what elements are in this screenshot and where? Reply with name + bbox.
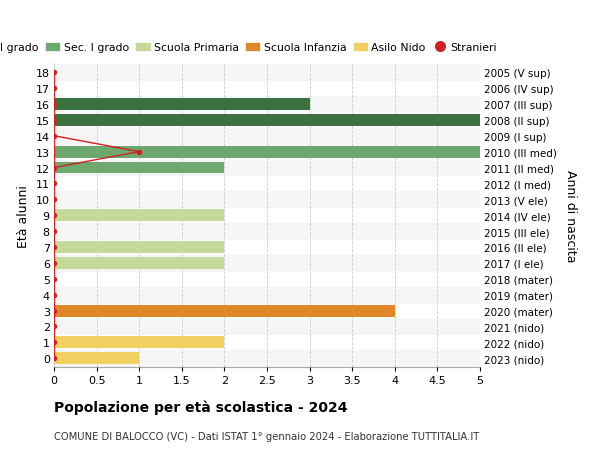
- Bar: [54, 255, 480, 271]
- Bar: [54, 257, 224, 269]
- Bar: [54, 192, 480, 208]
- Bar: [54, 115, 480, 127]
- Bar: [54, 146, 480, 158]
- Bar: [54, 99, 310, 111]
- Bar: [54, 162, 224, 174]
- Bar: [54, 336, 224, 348]
- Bar: [54, 97, 480, 112]
- Bar: [54, 129, 480, 145]
- Legend: Sec. II grado, Sec. I grado, Scuola Primaria, Scuola Infanzia, Asilo Nido, Stran: Sec. II grado, Sec. I grado, Scuola Prim…: [0, 43, 497, 53]
- Bar: [54, 241, 224, 253]
- Bar: [54, 287, 480, 303]
- Bar: [54, 353, 139, 364]
- Bar: [54, 319, 480, 335]
- Bar: [54, 224, 480, 240]
- Text: Popolazione per età scolastica - 2024: Popolazione per età scolastica - 2024: [54, 399, 347, 414]
- Y-axis label: Età alunni: Età alunni: [17, 185, 30, 247]
- Bar: [54, 351, 480, 366]
- Text: COMUNE DI BALOCCO (VC) - Dati ISTAT 1° gennaio 2024 - Elaborazione TUTTITALIA.IT: COMUNE DI BALOCCO (VC) - Dati ISTAT 1° g…: [54, 431, 479, 442]
- Bar: [54, 65, 480, 81]
- Bar: [54, 305, 395, 317]
- Bar: [54, 160, 480, 176]
- Y-axis label: Anni di nascita: Anni di nascita: [564, 169, 577, 262]
- Bar: [54, 210, 224, 222]
